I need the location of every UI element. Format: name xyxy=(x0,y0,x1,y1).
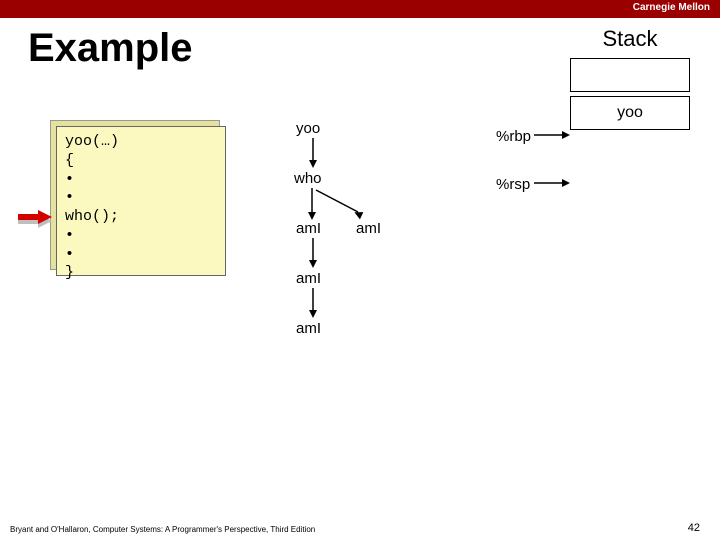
stack-column: Stack yoo xyxy=(570,26,690,130)
flow-node: amI xyxy=(296,320,321,337)
down-arrow-icon xyxy=(306,138,320,168)
flow-node: amI xyxy=(356,220,381,237)
code-box-body: yoo(…) { • • who(); • • } xyxy=(56,126,226,276)
code-line: { xyxy=(65,152,217,171)
code-line: } xyxy=(65,264,217,283)
arrow-line xyxy=(534,128,570,142)
rbp-label: %rbp xyxy=(496,128,531,145)
flow-node: who xyxy=(294,170,322,187)
split-arrow-icon xyxy=(292,188,382,222)
stack-frame xyxy=(570,58,690,92)
flow-node: yoo xyxy=(296,120,320,137)
org-label: Carnegie Mellon xyxy=(633,2,710,13)
flow-node: amI xyxy=(296,270,321,287)
header-bar: Carnegie Mellon xyxy=(0,0,720,18)
rsp-label: %rsp xyxy=(496,176,530,193)
code-line: • xyxy=(65,171,217,190)
code-line: • xyxy=(65,189,217,208)
pointer-arrow-icon xyxy=(16,210,54,235)
code-line: who(); xyxy=(65,208,217,227)
stack-title: Stack xyxy=(570,26,690,52)
flow-node: amI xyxy=(296,220,321,237)
footer-cite: Bryant and O'Hallaron, Computer Systems:… xyxy=(10,525,315,534)
stack-frame: yoo xyxy=(570,96,690,130)
slide-title: Example xyxy=(28,26,193,71)
down-arrow-icon xyxy=(306,238,320,268)
code-line: • xyxy=(65,246,217,265)
page-number: 42 xyxy=(688,522,700,534)
down-arrow-icon xyxy=(306,288,320,318)
arrow-line xyxy=(534,176,570,190)
code-line: yoo(…) xyxy=(65,133,217,152)
code-box: yoo(…) { • • who(); • • } xyxy=(56,126,226,276)
code-line: • xyxy=(65,227,217,246)
